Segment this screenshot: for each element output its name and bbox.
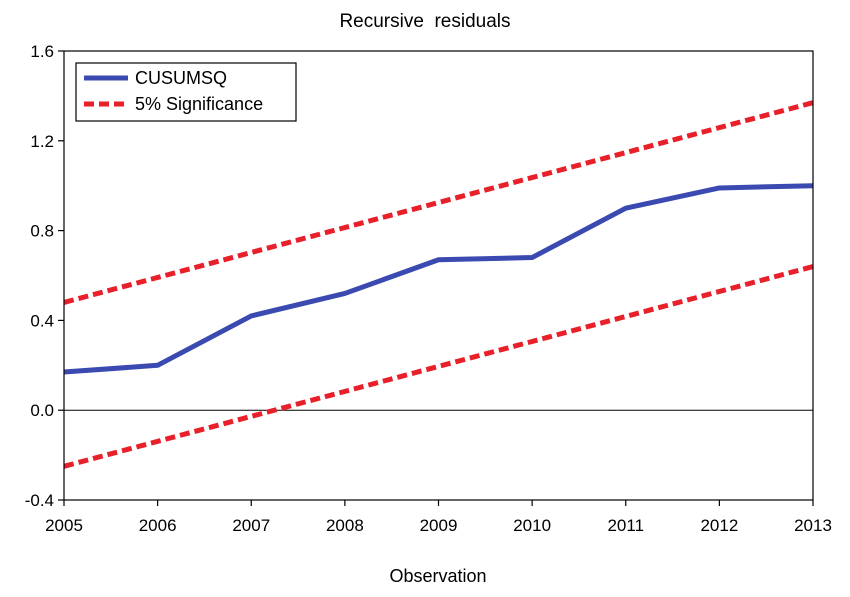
y-tick-label: 0.4 bbox=[30, 311, 54, 330]
series-line-1 bbox=[63, 100, 814, 305]
legend-label-cusumsq: CUSUMSQ bbox=[135, 68, 227, 88]
x-tick-label: 2006 bbox=[139, 516, 177, 535]
y-tick-label: 0.0 bbox=[30, 401, 54, 420]
x-tick-label: 2012 bbox=[700, 516, 738, 535]
chart-title: Recursive residuals bbox=[339, 11, 510, 32]
x-tick-label: 2008 bbox=[326, 516, 364, 535]
y-tick-label: -0.4 bbox=[25, 491, 54, 510]
x-axis-label: Observation bbox=[389, 566, 486, 586]
x-tick-label: 2005 bbox=[45, 516, 83, 535]
x-tick-label: 2010 bbox=[513, 516, 551, 535]
x-tick-label: 2011 bbox=[607, 516, 644, 535]
x-tick-label: 2007 bbox=[232, 516, 270, 535]
legend: CUSUMSQ 5% Significance bbox=[75, 62, 297, 122]
y-tick-label: 1.6 bbox=[30, 42, 54, 61]
legend-label-significance: 5% Significance bbox=[135, 94, 263, 114]
y-tick-label: 0.8 bbox=[30, 222, 54, 241]
y-tick-label: 1.2 bbox=[30, 132, 54, 151]
x-tick-label: 2013 bbox=[794, 516, 832, 535]
series-line-0 bbox=[63, 183, 814, 375]
series-line-2 bbox=[63, 264, 814, 469]
legend-box bbox=[75, 62, 297, 122]
x-tick-label: 2009 bbox=[420, 516, 458, 535]
